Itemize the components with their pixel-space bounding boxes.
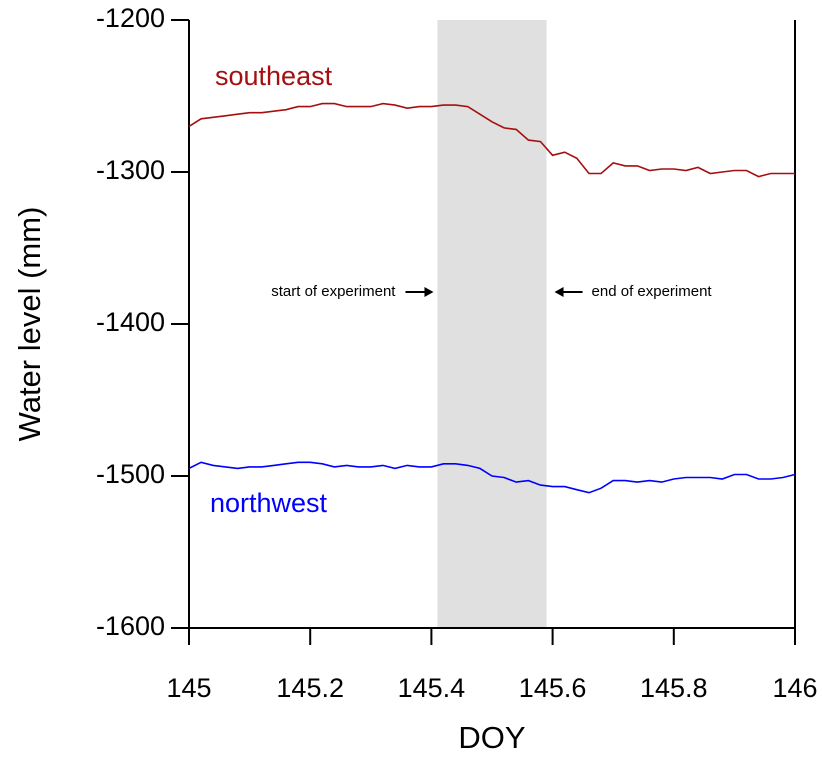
- x-axis-label: DOY: [458, 720, 525, 755]
- x-tick-label: 146: [772, 673, 817, 703]
- series-label: northwest: [210, 488, 328, 518]
- y-axis-label: Water level (mm): [12, 207, 47, 442]
- series-line: [188, 102, 795, 178]
- series-line: [188, 461, 796, 494]
- y-tick-label: -1200: [96, 3, 165, 33]
- experiment-span: [437, 20, 547, 628]
- y-tick-label: -1600: [96, 611, 165, 641]
- x-tick-label: 145.6: [519, 673, 587, 703]
- y-tick-label: -1400: [96, 307, 165, 337]
- annotation: end of experiment: [592, 283, 713, 300]
- x-tick-label: 145.4: [398, 673, 466, 703]
- y-tick-label: -1500: [96, 459, 165, 489]
- arrow-head: [424, 287, 434, 297]
- x-tick-label: 145.8: [640, 673, 708, 703]
- x-tick-label: 145.2: [276, 673, 344, 703]
- arrow-head: [554, 287, 564, 297]
- y-tick-label: -1300: [96, 155, 165, 185]
- x-tick-label: 145: [166, 673, 211, 703]
- series-label: southeast: [215, 61, 333, 91]
- annotation: start of experiment: [271, 283, 396, 300]
